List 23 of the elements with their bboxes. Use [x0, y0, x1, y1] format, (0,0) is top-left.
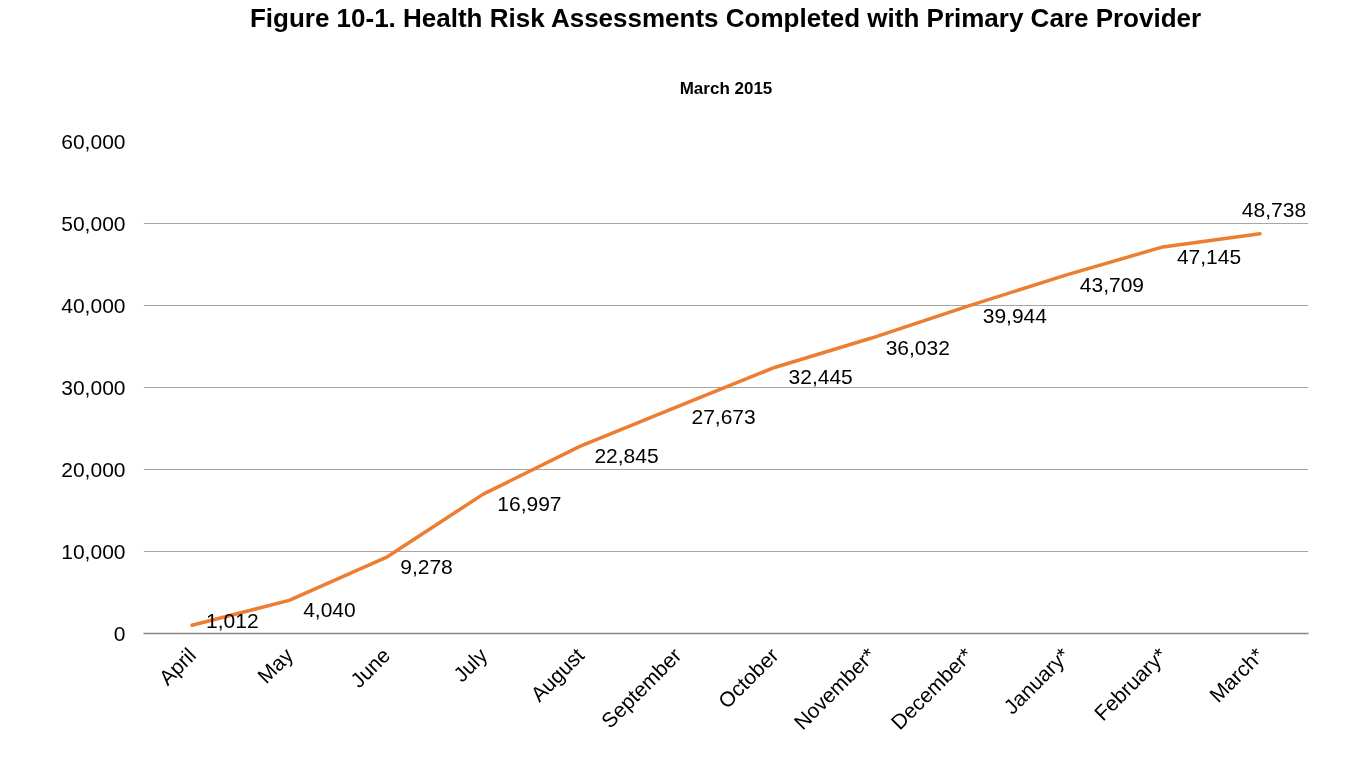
- data-label: 47,145: [1176, 244, 1242, 268]
- data-label: 48,738: [1241, 197, 1307, 221]
- data-label: 27,673: [691, 404, 756, 428]
- data-label: 9,278: [400, 555, 453, 579]
- data-label: 1,012: [206, 608, 259, 632]
- y-tick-label: 0: [113, 621, 126, 645]
- x-tick-label: May: [252, 643, 298, 688]
- data-label: 22,845: [594, 444, 659, 468]
- chart-subtitle: March 2015: [679, 78, 773, 98]
- data-label: 16,997: [497, 492, 562, 516]
- y-tick-label: 60,000: [61, 129, 126, 153]
- y-tick-label: 50,000: [61, 211, 126, 235]
- y-tick-label: 20,000: [61, 457, 126, 481]
- chart-title: Figure 10-1. Health Risk Assessments Completed with Primary Care Provider: [249, 2, 1202, 33]
- y-tick-label: 10,000: [61, 539, 126, 563]
- y-tick-label: 40,000: [61, 293, 126, 317]
- data-label: 36,032: [885, 336, 950, 360]
- data-label: 32,445: [788, 365, 853, 389]
- data-label: 43,709: [1079, 273, 1145, 297]
- x-tick-label: July: [448, 643, 492, 687]
- data-label: 4,040: [303, 598, 356, 622]
- y-tick-label: 30,000: [61, 375, 126, 399]
- data-label: 39,944: [982, 303, 1048, 327]
